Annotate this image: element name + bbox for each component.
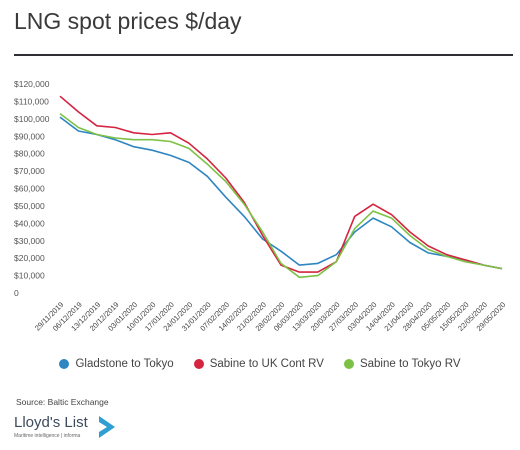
legend-label-gladstone: Gladstone to Tokyo <box>75 358 174 370</box>
x-axis-ticks: 29/11/201906/12/201913/12/201920/12/2019… <box>33 300 508 333</box>
lloyds-list-logo: Lloyd's List Maritime intelligence | inf… <box>14 414 115 439</box>
legend-marker-sabine-tokyo <box>343 359 354 369</box>
series-line-2 <box>59 112 503 279</box>
title-divider <box>14 54 513 56</box>
y-axis-ticks: 0 $10,000 $20,000 $30,000 $40,000 $50,000 $60,… <box>14 79 50 298</box>
chart-title: LNG spot prices $/day <box>14 8 242 34</box>
y-tick-label: 0 <box>14 288 19 298</box>
legend-marker-sabine-uk <box>193 359 204 369</box>
y-tick-label: $50,000 <box>14 201 45 211</box>
series-line-1 <box>59 95 503 273</box>
logo-tagline: Maritime intelligence | informa <box>14 433 81 439</box>
line-chart: 0 $10,000 $20,000 $30,000 $40,000 $50,000 $60,… <box>14 79 508 333</box>
legend-marker-gladstone <box>59 359 70 369</box>
y-tick-label: $30,000 <box>14 236 45 246</box>
logo-mark-icon <box>99 416 115 438</box>
logo-name: Lloyd's List <box>14 414 88 431</box>
y-tick-label: $100,000 <box>14 114 50 124</box>
legend-label-sabine-tokyo: Sabine to Tokyo RV <box>359 358 461 370</box>
legend-item-sabine-uk[interactable]: Sabine to UK Cont RV <box>193 358 324 370</box>
y-tick-label: $70,000 <box>14 166 45 176</box>
y-tick-label: $80,000 <box>14 149 45 159</box>
series-lines <box>59 95 503 279</box>
chart-legend: Gladstone to Tokyo Sabine to UK Cont RV … <box>0 358 520 370</box>
legend-item-sabine-tokyo[interactable]: Sabine to Tokyo RV <box>343 358 461 370</box>
y-tick-label: $60,000 <box>14 184 45 194</box>
y-tick-label: $20,000 <box>14 253 45 263</box>
y-tick-label: $110,000 <box>14 96 49 106</box>
source-note: Source: Baltic Exchange <box>16 397 109 407</box>
legend-label-sabine-uk: Sabine to UK Cont RV <box>209 358 324 370</box>
series-line-0 <box>59 116 503 270</box>
y-tick-label: $120,000 <box>14 79 50 89</box>
y-tick-label: $40,000 <box>14 218 45 228</box>
y-tick-label: $10,000 <box>14 271 45 281</box>
y-tick-label: $90,000 <box>14 131 45 141</box>
legend-item-gladstone[interactable]: Gladstone to Tokyo <box>59 358 174 370</box>
